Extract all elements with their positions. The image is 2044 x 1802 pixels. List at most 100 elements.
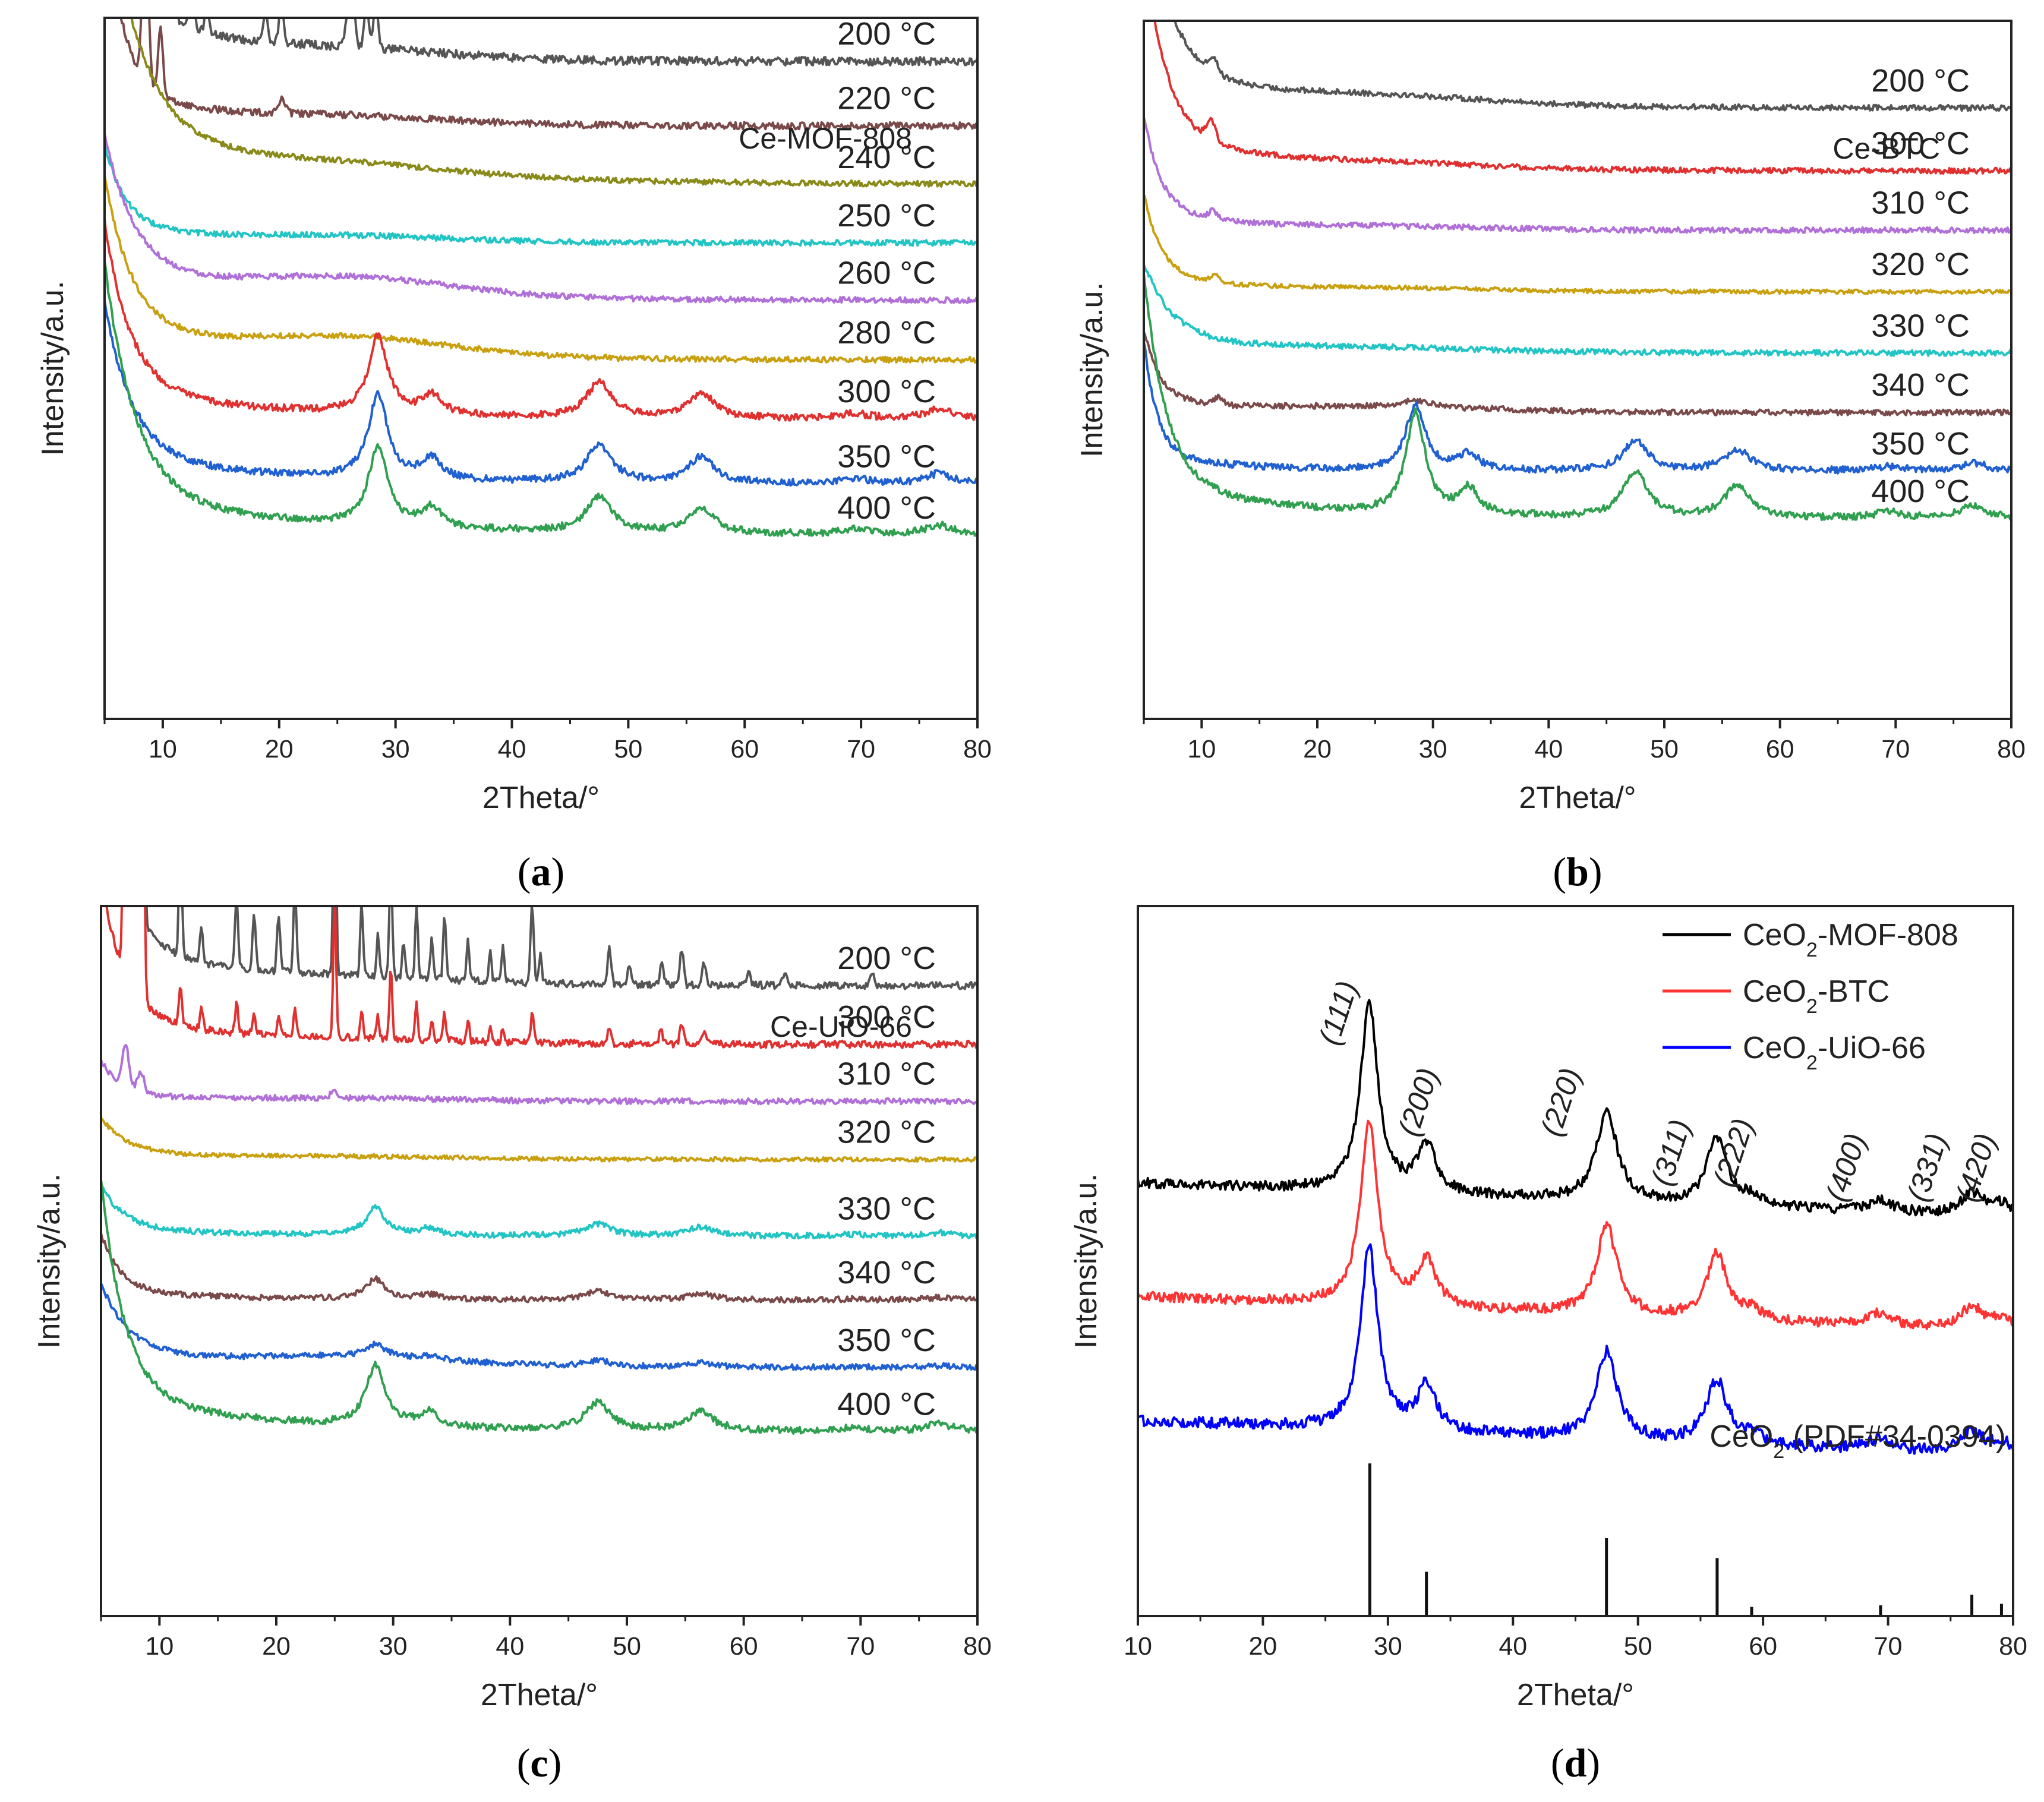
panel-caption: (b) <box>1553 849 1602 894</box>
x-tick-label: 10 <box>145 1632 174 1661</box>
peak-label: (111) <box>1313 977 1364 1049</box>
series-line <box>1144 264 2011 357</box>
x-tick-label: 50 <box>1624 1632 1652 1661</box>
plot-frame <box>1143 20 2013 720</box>
series-line <box>101 1283 977 1371</box>
x-tick-label: 40 <box>1499 1632 1527 1661</box>
series-label: 340 °C <box>837 1255 936 1290</box>
series-line <box>119 18 977 131</box>
y-axis-label: Intensity/a.u. <box>32 1173 67 1349</box>
x-tick-label: 60 <box>1749 1632 1777 1661</box>
x-tick-label: 10 <box>149 735 177 763</box>
x-tick-label: 70 <box>847 735 875 763</box>
x-tick-label: 10 <box>1124 1632 1152 1661</box>
series-label: 310 °C <box>1871 185 1970 221</box>
x-tick-label: 80 <box>963 1632 992 1661</box>
series-label: 300 °C <box>837 999 936 1035</box>
peak-label: (222) <box>1707 1115 1760 1191</box>
reference-label: CeO2 (PDF#34-0394) <box>1709 1419 2006 1463</box>
panel-c: 10 20 30 40 50 60 70 80 200 °C 300 °C 310 °C 320 °… <box>32 905 992 1785</box>
series-label: 350 °C <box>1871 426 1970 462</box>
x-tick-label: 30 <box>1374 1632 1402 1661</box>
x-tick-label: 80 <box>1997 735 2026 763</box>
x-axis-label: 2Theta/° <box>1519 781 1636 815</box>
series-line <box>105 175 977 364</box>
x-tick-label: 40 <box>1534 735 1563 763</box>
series-line <box>1144 332 2011 416</box>
x-tick-label: 80 <box>963 735 992 763</box>
x-axis-label: 2Theta/° <box>481 1678 598 1712</box>
series-label: 260 °C <box>837 255 936 291</box>
x-axis-label: 2Theta/° <box>1517 1678 1634 1712</box>
y-axis-label: Intensity/a.u. <box>1075 282 1109 457</box>
legend-label: CeO2-UiO-66 <box>1743 1031 1926 1074</box>
plot-frame <box>100 905 979 1617</box>
series-line <box>1144 273 2011 522</box>
series-line <box>105 218 977 422</box>
x-tick-label: 20 <box>262 1632 291 1661</box>
peak-label: (200) <box>1392 1064 1444 1140</box>
series-line <box>105 906 977 1049</box>
x-tick-label: 60 <box>1766 735 1794 763</box>
series-label: 400 °C <box>837 490 936 526</box>
x-tick-label: 50 <box>1650 735 1679 763</box>
y-axis-label: Intensity/a.u. <box>36 281 70 456</box>
series-line <box>1153 21 2011 175</box>
series-line <box>1138 1243 2013 1455</box>
series-label: 280 °C <box>837 315 936 351</box>
series-label: 300 °C <box>837 374 936 409</box>
series-label: 340 °C <box>1871 367 1970 403</box>
series-line <box>101 1233 977 1304</box>
series-line <box>1173 21 2011 112</box>
x-tick-label: 30 <box>381 735 410 763</box>
series-line <box>105 142 977 247</box>
x-tick-label: 10 <box>1187 735 1216 763</box>
peak-label: (331) <box>1901 1129 1954 1205</box>
caption-letter: d <box>1564 1740 1587 1785</box>
x-tick-label: 40 <box>496 1632 524 1661</box>
caption-letter: a <box>531 849 551 894</box>
panel-title: Ce-UiO-66 <box>770 1010 912 1043</box>
panel-b: 10 20 30 40 50 60 70 80 200 °C 300 °C 310 °C 320 °… <box>1075 20 2026 894</box>
series-label: 250 °C <box>837 198 936 233</box>
series-label: 200 °C <box>837 16 936 52</box>
peak-label: (311) <box>1645 1115 1697 1189</box>
panel-caption: (a) <box>518 849 564 894</box>
series-label: 330 °C <box>1871 308 1970 343</box>
panel-d: 10 20 30 40 50 60 70 80 (111) (200) (220) (311) (22… <box>1069 905 2027 1785</box>
x-tick-label: 60 <box>730 735 759 763</box>
series-line <box>145 906 977 990</box>
y-axis-label: Intensity/a.u. <box>1069 1173 1103 1349</box>
series-line <box>105 132 977 304</box>
series-label: 200 °C <box>1871 63 1970 99</box>
series-line <box>101 1044 977 1106</box>
series-label: 400 °C <box>837 1386 936 1422</box>
panel-title: Ce-BTC <box>1832 132 1940 165</box>
x-tick-label: 30 <box>1419 735 1447 763</box>
series-line <box>1144 341 2011 475</box>
x-tick-label: 50 <box>614 735 642 763</box>
series-label: 200 °C <box>837 941 936 976</box>
panel-caption: (c) <box>517 1740 562 1785</box>
legend-label: CeO2-MOF-808 <box>1743 918 1958 961</box>
series-line <box>105 300 977 487</box>
series-line <box>101 1117 977 1163</box>
series-label: 350 °C <box>837 439 936 475</box>
x-tick-label: 70 <box>1874 1632 1903 1661</box>
x-axis-label: 2Theta/° <box>482 781 600 815</box>
series-line <box>177 18 977 67</box>
x-tick-label: 50 <box>613 1632 641 1661</box>
plot-frame <box>103 17 979 720</box>
caption-letter: c <box>530 1740 548 1785</box>
x-tick-label: 20 <box>1303 735 1332 763</box>
series-label: 350 °C <box>837 1323 936 1358</box>
x-tick-label: 70 <box>1881 735 1910 763</box>
x-tick-label: 30 <box>379 1632 408 1661</box>
legend-label: CeO2-BTC <box>1743 974 1890 1018</box>
x-tick-label: 20 <box>265 735 294 763</box>
series-label: 310 °C <box>837 1056 936 1092</box>
series-line <box>1138 1119 2013 1330</box>
x-tick-label: 40 <box>498 735 526 763</box>
series-label: 320 °C <box>837 1115 936 1150</box>
